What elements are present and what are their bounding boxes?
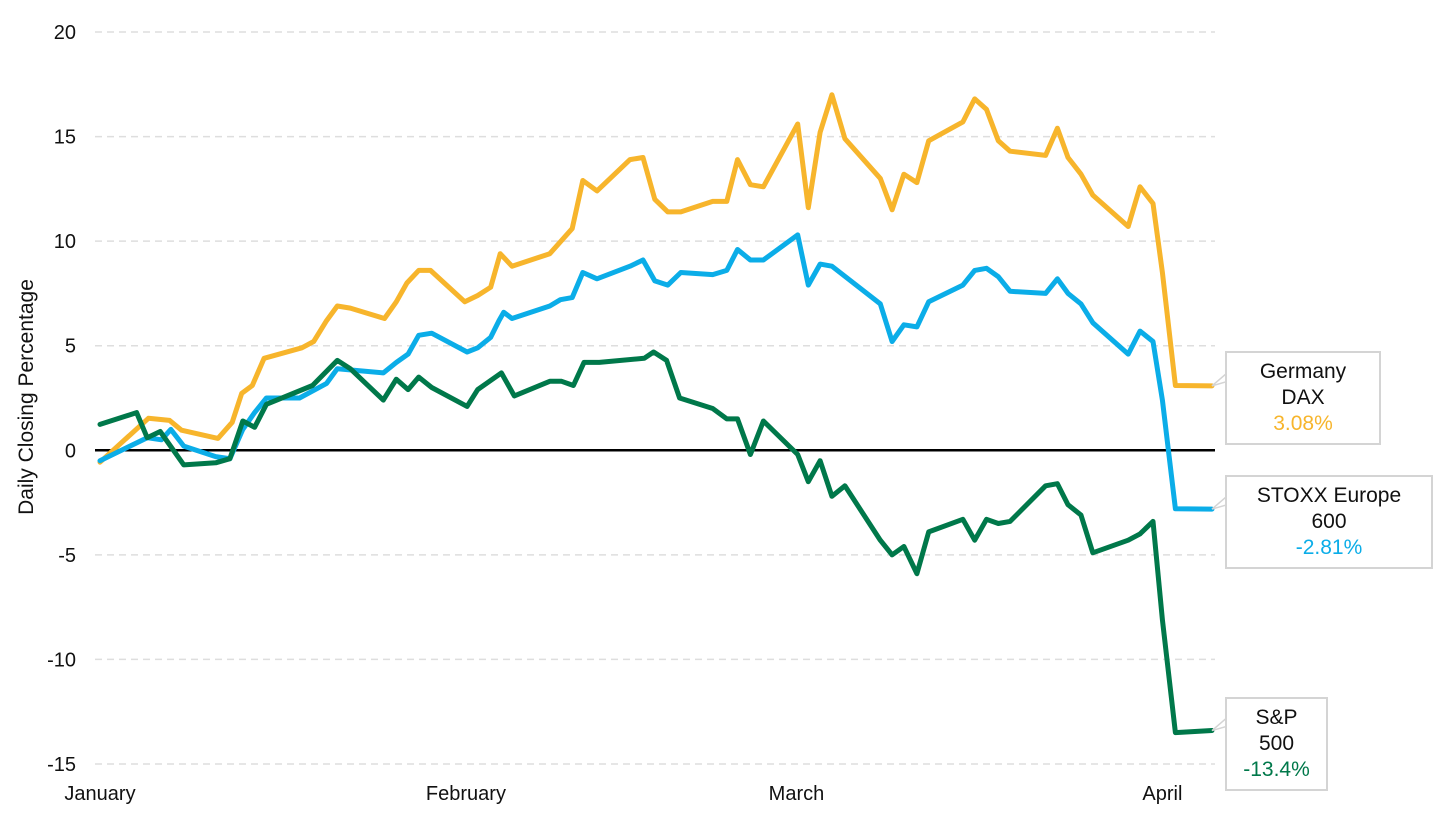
series-end-value: -13.4%	[1243, 758, 1310, 781]
y-tick-label: -15	[47, 754, 76, 776]
y-axis-ticks: -15 -10 -5 0 5 10 15 20	[47, 22, 76, 776]
x-axis-ticks: January February March April	[64, 783, 1182, 805]
series-line-stoxx-europe-600	[97, 232, 1215, 512]
x-tick-label: January	[64, 783, 135, 805]
y-tick-label: 15	[54, 127, 76, 149]
y-tick-label: 20	[54, 22, 76, 44]
y-axis-label: Daily Closing Percentage	[15, 279, 38, 515]
y-tick-label: 0	[65, 440, 76, 462]
x-tick-label: February	[426, 783, 506, 805]
series-end-value: 3.08%	[1273, 412, 1333, 435]
series-line-s-p-500	[97, 349, 1215, 736]
callout-pointer	[1211, 372, 1227, 387]
series-line-germany-dax	[97, 92, 1215, 465]
x-tick-label: March	[769, 783, 825, 805]
legend-label-stoxx: STOXX Europe 600 -2.81%	[1225, 475, 1433, 569]
legend-label-sp500: S&P 500 -13.4%	[1225, 697, 1328, 791]
label-pointers	[1211, 372, 1227, 732]
gridlines	[95, 31, 1215, 765]
y-tick-label: -10	[47, 649, 76, 671]
legend-label-dax: Germany DAX 3.08%	[1225, 351, 1381, 445]
series-end-value: -2.81%	[1295, 536, 1363, 559]
callout-pointer	[1211, 716, 1227, 732]
callout-pointer	[1211, 495, 1227, 510]
y-tick-label: 10	[54, 231, 76, 253]
series-name: STOXX Europe 600	[1256, 484, 1402, 533]
series-name: S&P 500	[1255, 706, 1298, 755]
series-name: Germany DAX	[1259, 360, 1347, 409]
y-tick-label: -5	[58, 545, 76, 567]
series-lines	[97, 92, 1215, 736]
y-tick-label: 5	[65, 336, 76, 358]
x-tick-label: April	[1142, 783, 1182, 805]
